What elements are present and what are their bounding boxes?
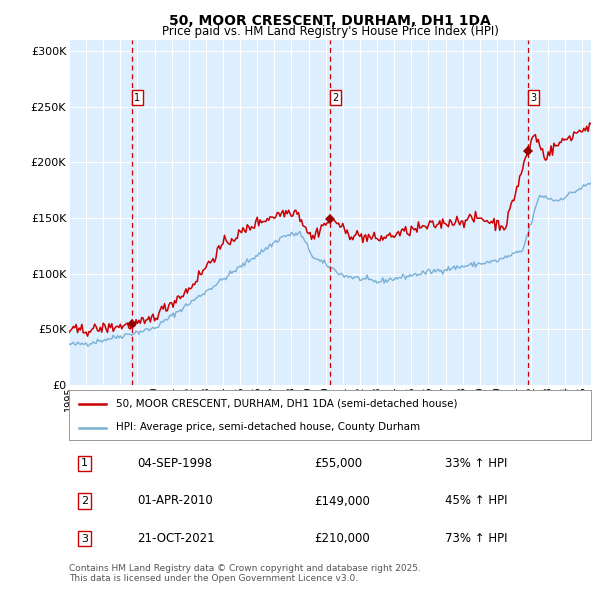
Text: 33% ↑ HPI: 33% ↑ HPI — [445, 457, 507, 470]
Text: 50, MOOR CRESCENT, DURHAM, DH1 1DA: 50, MOOR CRESCENT, DURHAM, DH1 1DA — [169, 14, 491, 28]
Text: 3: 3 — [81, 533, 88, 543]
Text: £55,000: £55,000 — [314, 457, 362, 470]
Text: 1: 1 — [81, 458, 88, 468]
Text: £210,000: £210,000 — [314, 532, 370, 545]
Text: 01-APR-2010: 01-APR-2010 — [137, 494, 212, 507]
Text: 45% ↑ HPI: 45% ↑ HPI — [445, 494, 508, 507]
Text: 04-SEP-1998: 04-SEP-1998 — [137, 457, 212, 470]
Text: HPI: Average price, semi-detached house, County Durham: HPI: Average price, semi-detached house,… — [116, 422, 420, 432]
Text: Contains HM Land Registry data © Crown copyright and database right 2025.
This d: Contains HM Land Registry data © Crown c… — [69, 563, 421, 583]
Text: Price paid vs. HM Land Registry's House Price Index (HPI): Price paid vs. HM Land Registry's House … — [161, 25, 499, 38]
Text: 3: 3 — [530, 93, 536, 103]
Text: £149,000: £149,000 — [314, 494, 370, 507]
Text: 1: 1 — [134, 93, 140, 103]
Text: 50, MOOR CRESCENT, DURHAM, DH1 1DA (semi-detached house): 50, MOOR CRESCENT, DURHAM, DH1 1DA (semi… — [116, 399, 457, 409]
Text: 2: 2 — [332, 93, 339, 103]
Text: 21-OCT-2021: 21-OCT-2021 — [137, 532, 214, 545]
Text: 73% ↑ HPI: 73% ↑ HPI — [445, 532, 508, 545]
Text: 2: 2 — [81, 496, 88, 506]
